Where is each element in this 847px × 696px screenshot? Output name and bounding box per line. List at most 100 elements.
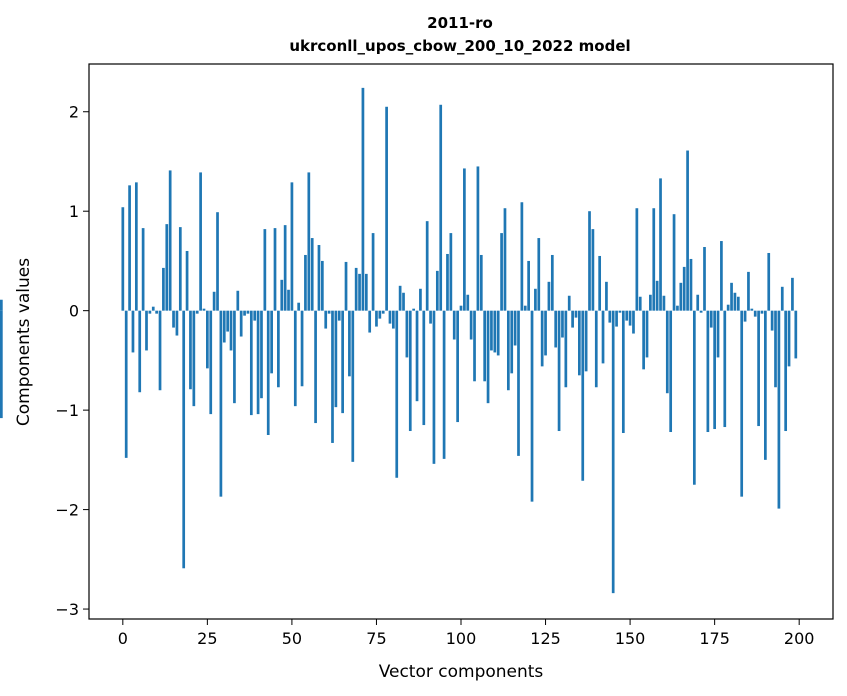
- bar: [239, 310, 243, 337]
- bar: [209, 310, 213, 415]
- bar: [199, 172, 202, 311]
- bar: [561, 310, 564, 338]
- bar: [534, 288, 537, 311]
- bar: [476, 166, 480, 311]
- bar: [212, 291, 216, 311]
- bar: [253, 310, 257, 321]
- bar: [249, 310, 253, 416]
- bar: [402, 292, 405, 311]
- bar: [503, 208, 507, 311]
- bar: [361, 87, 365, 311]
- bar: [162, 267, 165, 311]
- bar: [371, 233, 375, 311]
- bar: [155, 310, 158, 314]
- bar: [736, 296, 740, 311]
- bar: [517, 310, 520, 456]
- bar: [341, 310, 344, 414]
- bar: [615, 310, 618, 327]
- bar: [743, 310, 747, 322]
- bar: [388, 310, 392, 324]
- x-tick-label: 150: [615, 629, 646, 648]
- bar: [649, 294, 652, 311]
- bar: [263, 229, 267, 311]
- bar: [351, 310, 355, 462]
- bar: [178, 227, 182, 311]
- bar: [513, 310, 517, 346]
- x-tick-label: 200: [784, 629, 815, 648]
- bar: [625, 310, 629, 321]
- bar: [425, 221, 429, 311]
- bar: [385, 106, 388, 311]
- x-tick-label: 25: [197, 629, 217, 648]
- bar: [398, 285, 402, 311]
- bar: [243, 310, 246, 316]
- bar: [757, 310, 760, 427]
- bar: [459, 305, 463, 311]
- bar: [290, 182, 294, 311]
- bar: [256, 310, 260, 415]
- bar: [591, 229, 595, 311]
- bar: [412, 308, 416, 311]
- bar: [226, 310, 230, 332]
- bar: [446, 253, 449, 311]
- bar: [686, 150, 689, 311]
- bar: [246, 310, 250, 314]
- plot-frame: [88, 63, 834, 620]
- bars-group: [0, 87, 798, 594]
- bar: [493, 310, 497, 353]
- bar: [435, 270, 439, 311]
- bar: [151, 306, 155, 311]
- bar: [293, 310, 297, 407]
- bar: [578, 310, 581, 376]
- bar: [0, 299, 3, 311]
- bar: [642, 310, 645, 370]
- y-tick-label: 2: [69, 103, 79, 122]
- y-tick-label: 1: [69, 202, 79, 221]
- bar: [192, 310, 196, 407]
- bar: [699, 310, 703, 313]
- bar: [364, 273, 368, 311]
- bar: [344, 261, 348, 311]
- bar: [713, 310, 716, 430]
- bar: [148, 310, 152, 314]
- bar: [520, 202, 524, 311]
- bar: [466, 294, 470, 311]
- bar: [510, 310, 514, 374]
- bar: [689, 258, 693, 311]
- bar: [300, 310, 304, 387]
- bar: [659, 178, 662, 311]
- bar: [331, 310, 334, 443]
- bar: [716, 310, 720, 358]
- bar: [358, 273, 361, 311]
- bar: [645, 310, 649, 358]
- x-axis-label: Vector components: [379, 662, 544, 682]
- bar: [584, 310, 588, 372]
- bar: [774, 310, 777, 388]
- bar: [233, 310, 236, 404]
- chart-title-line1: 2011-ro: [427, 14, 493, 32]
- bar: [121, 207, 125, 311]
- bar: [270, 310, 273, 374]
- bar: [540, 310, 544, 367]
- bar: [564, 310, 568, 388]
- bar: [304, 254, 307, 311]
- bar: [753, 310, 757, 317]
- bar: [469, 310, 473, 340]
- bar: [760, 310, 764, 314]
- bar: [605, 281, 608, 311]
- bar: [222, 310, 226, 343]
- bar: [141, 228, 145, 311]
- bar: [138, 310, 142, 393]
- bar: [554, 310, 558, 348]
- bar: [740, 310, 744, 497]
- x-tick-label: 0: [118, 629, 128, 648]
- bar: [679, 282, 683, 311]
- bar: [0, 310, 3, 419]
- bar: [618, 310, 622, 313]
- x-tick-label: 175: [699, 629, 730, 648]
- bar: [124, 310, 128, 458]
- bar: [720, 241, 723, 311]
- bar: [706, 310, 710, 433]
- bar: [726, 304, 730, 311]
- bar: [175, 310, 179, 336]
